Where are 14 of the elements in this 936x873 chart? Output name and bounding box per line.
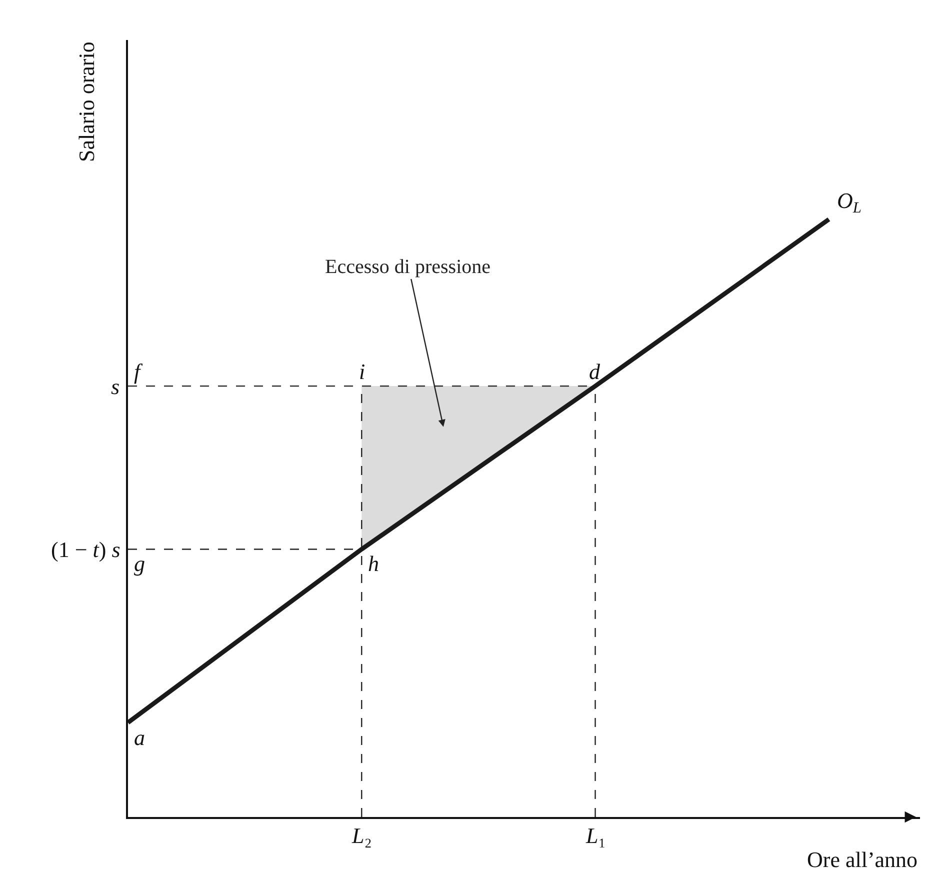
annotation: d bbox=[589, 359, 601, 384]
annotation: Eccesso di pressione bbox=[325, 256, 491, 278]
annotation: f bbox=[134, 359, 143, 384]
annotation: h bbox=[368, 551, 379, 576]
annotation: i bbox=[359, 359, 366, 384]
annotation: a bbox=[134, 725, 145, 750]
x-tick-label: L₁ bbox=[585, 823, 606, 848]
annotation: g bbox=[134, 551, 145, 576]
x-axis-title: Ore all’anno bbox=[807, 847, 918, 872]
y-axis-title: Salario orario bbox=[74, 42, 99, 162]
ref-line-label: (1 − t) s bbox=[51, 537, 120, 562]
series-label: O$_{L}$ bbox=[837, 188, 862, 217]
ref-line-label: s bbox=[111, 374, 120, 399]
x-tick-label: L₂ bbox=[351, 823, 372, 848]
